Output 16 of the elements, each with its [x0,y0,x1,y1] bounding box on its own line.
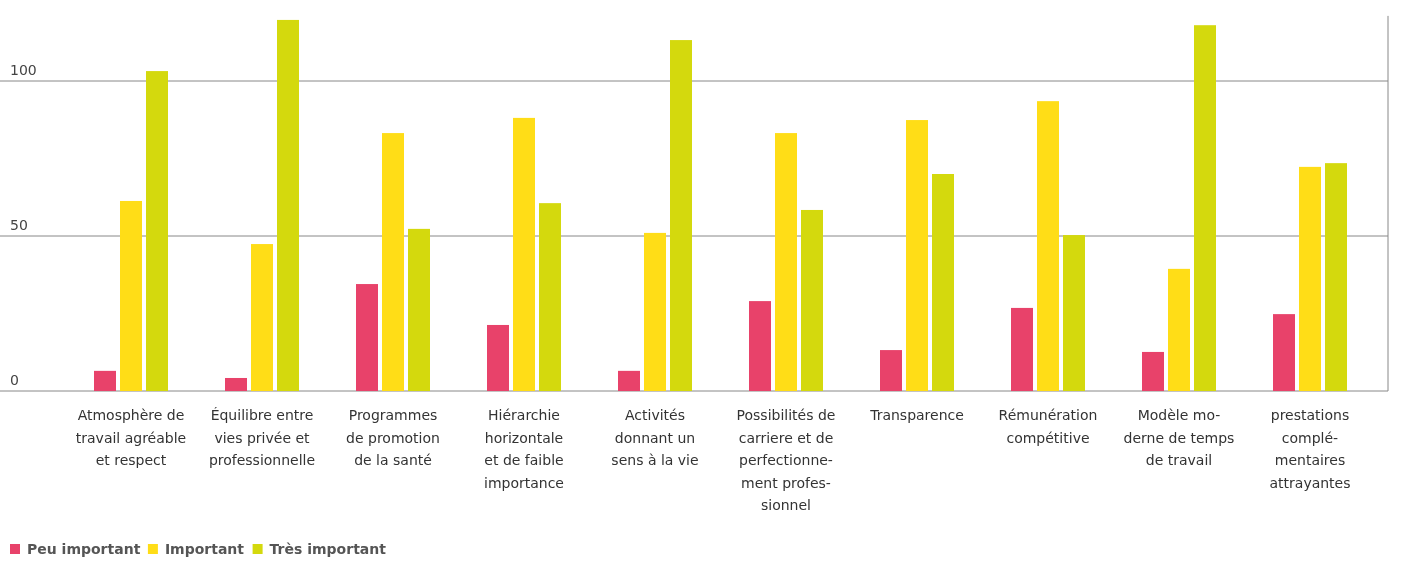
legend-label: Peu important [27,541,141,557]
x-tick-label: Activités donnant un sens à la vie [611,407,699,468]
legend-label: Très important [269,541,387,557]
legend-label: Important [164,541,245,557]
x-tick-label: Rémunération compétitive [998,407,1098,446]
x-tick-label: prestations complé- mentaires attrayantes [1269,407,1351,491]
y-tick-label: 100 [10,62,37,78]
y-tick-label: 50 [10,217,28,233]
x-tick-label: Programmes de promotion de la santé [346,407,440,468]
x-tick-label: Hiérarchie horizontale et de faible importance [484,407,564,491]
x-tick-label: Atmosphère de travail agréable et respect [75,407,187,468]
y-tick-label: 0 [10,372,19,388]
x-tick-label: Transparence [869,407,964,423]
x-tick-label: Possibilités de carriere et de perfectionne- ment profes- sionnel [736,407,836,513]
x-tick-label: Équilibre entre vies privée et professionnelle [208,407,316,468]
x-tick-label: Modèle mo- derne de temps de travail [1123,407,1235,468]
